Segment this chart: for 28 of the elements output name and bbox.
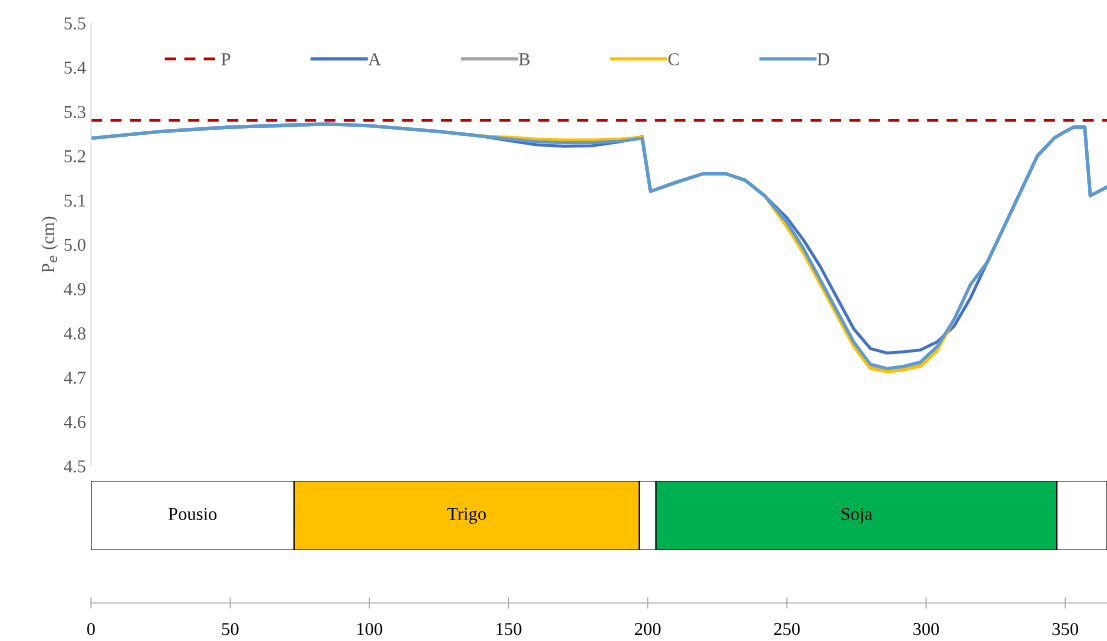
y-axis-title: P$_{e}$ (cm) <box>41 216 58 273</box>
legend-label: P <box>221 53 231 66</box>
legend-label: D <box>817 53 830 66</box>
y-tick-label: 5.3 <box>64 105 86 119</box>
y-tick-label: 4.6 <box>63 416 86 429</box>
x-tick-label: 250 <box>774 622 800 636</box>
y-tick-label: 4.9 <box>63 283 86 296</box>
legend-label: A <box>368 53 382 66</box>
y-tick-label: 5.2 <box>64 150 86 163</box>
legend-label: C <box>668 53 679 66</box>
legend-label: B <box>518 53 530 66</box>
series-label: Pousio <box>168 507 217 521</box>
x-tick-label: 50 <box>222 622 239 636</box>
x-tick-label: 0 <box>87 622 95 636</box>
x-tick-label: 350 <box>1052 622 1079 636</box>
x-tick-label: 100 <box>357 622 383 636</box>
series-label: Soja <box>841 507 873 524</box>
y-tick-label: 4.5 <box>63 460 86 473</box>
x-tick-label: 150 <box>496 622 522 636</box>
x-tick-label: 300 <box>913 622 939 636</box>
y-tick-label: 5.1 <box>64 194 86 207</box>
y-tick-label: 4.7 <box>63 371 86 384</box>
x-tick-label: 200 <box>634 622 661 636</box>
y-tick-label: 5.5 <box>64 17 86 30</box>
y-tick-label: 5.4 <box>64 61 86 74</box>
series-label: Trigo <box>447 507 486 524</box>
y-tick-label: 5.0 <box>64 238 86 252</box>
y-tick-label: 4.8 <box>63 327 86 340</box>
